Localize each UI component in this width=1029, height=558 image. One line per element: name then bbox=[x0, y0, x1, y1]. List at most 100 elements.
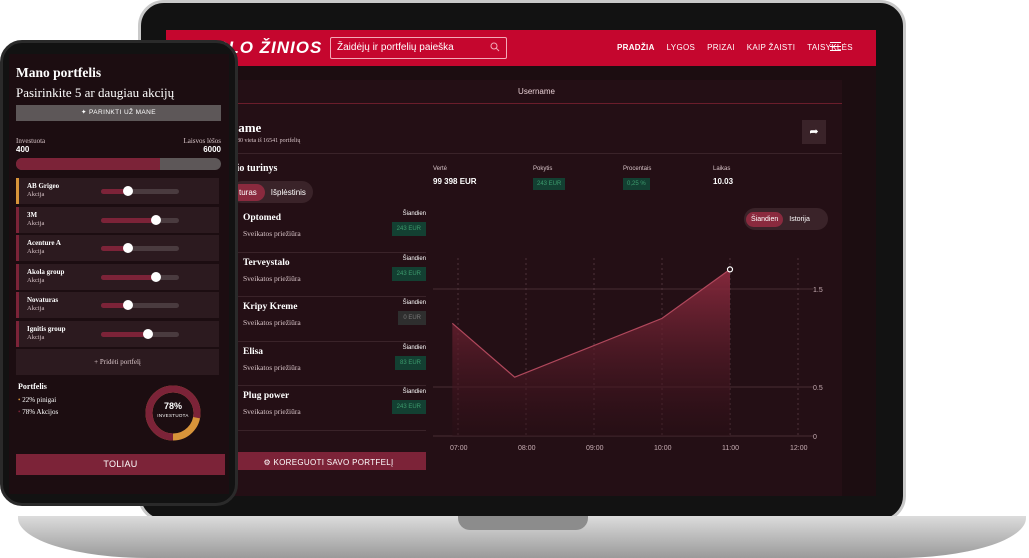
stat-pill: 0,25 % bbox=[623, 178, 650, 190]
nav-link-home[interactable]: PRADŽIA bbox=[617, 43, 655, 52]
stock-slider-handle[interactable] bbox=[123, 186, 133, 196]
pick-for-me-button[interactable]: ✦ PARINKTI UŽ MANE bbox=[16, 105, 221, 121]
stock-name: Novaturas bbox=[27, 296, 59, 305]
holding-row[interactable]: Optomed Sveikatos priežiūra Šiandien 243 EU… bbox=[231, 208, 426, 253]
username: name bbox=[231, 120, 262, 135]
nav-links: PRADŽIA LYGOS PRIZAI KAIP ŽAISTI TAISYKL… bbox=[617, 43, 853, 52]
holding-sector: Sveikatos priežiūra bbox=[243, 362, 301, 372]
stock-item: AB Grigeo Akcija bbox=[16, 178, 219, 204]
stat-label: Pokytis bbox=[533, 166, 553, 172]
share-button[interactable]: ➦ bbox=[802, 120, 826, 144]
x-tick-label: 09:00 bbox=[586, 445, 604, 452]
nav-link-rules[interactable]: TAISYKLĖS bbox=[807, 43, 853, 52]
holding-value: 243 EUR bbox=[391, 266, 426, 281]
holding-row[interactable]: Elisa Sveikatos priežiūra Šiandien 83 EUR bbox=[231, 342, 426, 386]
toggle-basic[interactable]: turas bbox=[231, 183, 265, 201]
chart-toggle-today[interactable]: Šiandien bbox=[746, 211, 784, 227]
stock-name: Acenture A bbox=[27, 239, 61, 248]
site-logo[interactable]: SLO ŽINIOS bbox=[216, 38, 323, 57]
divider bbox=[231, 153, 842, 154]
invested-value: 400 bbox=[16, 145, 30, 154]
stock-slider-fill bbox=[101, 246, 128, 252]
stat-number: 99 398 EUR bbox=[433, 177, 477, 186]
stock-slider-handle[interactable] bbox=[123, 243, 133, 254]
legend-cash-label: 22% pinigai bbox=[22, 396, 57, 404]
gear-icon: ⚙ bbox=[263, 458, 274, 467]
nav-link-leagues[interactable]: LYGOS bbox=[666, 43, 696, 52]
x-tick-label: 07:00 bbox=[450, 445, 468, 452]
stock-item: 3M Akcija bbox=[16, 206, 219, 233]
stock-slider-handle[interactable] bbox=[123, 300, 133, 311]
stock-slider[interactable] bbox=[101, 214, 179, 225]
holding-name: Optomed bbox=[243, 213, 281, 223]
data-point[interactable] bbox=[726, 266, 734, 273]
view-toggle: turas Išplėstinis bbox=[231, 181, 313, 203]
legend-stocks-label: 78% Akcijos bbox=[22, 408, 59, 416]
phone-subtitle: Pasirinkite 5 ar daugiau akcijų bbox=[16, 85, 175, 100]
top-nav: SLO ŽINIOS Žaidėjų ir portfelių paieška … bbox=[166, 30, 876, 66]
nav-link-prizes[interactable]: PRIZAI bbox=[707, 43, 735, 52]
stock-slider-handle[interactable] bbox=[143, 329, 153, 339]
pick-for-me-label: PARINKTI UŽ MANE bbox=[89, 109, 156, 116]
laptop-notch bbox=[458, 516, 588, 530]
stock-slider-handle[interactable] bbox=[151, 214, 161, 225]
legend-cash: • 22% pinigai bbox=[18, 396, 57, 404]
stock-slider-fill bbox=[101, 332, 148, 337]
edit-portfolio-label: KOREGUOTI SAVO PORTFELĮ bbox=[273, 458, 394, 467]
free-funds-value: 6000 bbox=[203, 145, 221, 154]
x-tick-label: 11:00 bbox=[722, 445, 739, 452]
stock-type: Akcija bbox=[27, 334, 45, 341]
holding-day: Šiandien bbox=[402, 344, 426, 351]
donut-chart bbox=[145, 385, 201, 441]
stock-name: AB Grigeo bbox=[27, 182, 60, 190]
desktop-screen: SLO ŽINIOS Žaidėjų ir portfelių paieška … bbox=[166, 30, 876, 496]
search-placeholder: Žaidėjų ir portfelių paieška bbox=[337, 42, 454, 53]
holding-name: Terveystalo bbox=[243, 257, 290, 268]
stock-slider[interactable] bbox=[101, 186, 179, 196]
magic-icon: ✦ bbox=[80, 109, 90, 116]
y-tick-label: 1.5 bbox=[813, 287, 823, 294]
holding-row[interactable]: Kripy Kreme Sveikatos priežiūra Šiandien 0 … bbox=[231, 297, 426, 342]
profile-panel: Username name 1080 vieta iš 16541 portfe… bbox=[231, 80, 842, 490]
search-input[interactable]: Žaidėjų ir portfelių paieška bbox=[330, 37, 507, 59]
holding-sector: Sveikatos priežiūra bbox=[243, 318, 301, 327]
phone-title: Mano portfelis bbox=[16, 65, 102, 80]
next-button[interactable]: TOLIAU bbox=[16, 454, 225, 475]
legend-stocks: • 78% Akcijos bbox=[18, 408, 59, 416]
holding-sector: Sveikatos priežiūra bbox=[243, 407, 301, 416]
holding-name: Kripy Kreme bbox=[243, 302, 298, 312]
stock-type: Akcija bbox=[27, 191, 45, 198]
stat-percent: Procentais 0,25 % bbox=[623, 166, 651, 190]
chart-toggle-history[interactable]: Istorija bbox=[789, 215, 810, 223]
stat-change: Pokytis 243 EUR bbox=[533, 166, 566, 190]
area-fill bbox=[452, 269, 730, 436]
toggle-advanced[interactable]: Išplėstinis bbox=[270, 187, 306, 197]
stock-slider[interactable] bbox=[101, 271, 179, 282]
stock-slider-fill bbox=[101, 189, 128, 194]
donut-percent: 78% bbox=[163, 401, 182, 411]
edit-portfolio-button[interactable]: ⚙ KOREGUOTI SAVO PORTFELĮ bbox=[231, 452, 426, 474]
stat-time: Laikas 10.03 bbox=[713, 166, 733, 186]
stock-slider-handle[interactable] bbox=[151, 271, 161, 282]
holding-day: Šiandien bbox=[402, 389, 426, 395]
stock-slider[interactable] bbox=[101, 300, 179, 311]
x-tick-label: 08:00 bbox=[518, 445, 536, 452]
nav-link-how-to-play[interactable]: KAIP ŽAISTI bbox=[746, 43, 796, 52]
stat-pill: 243 EUR bbox=[533, 178, 566, 190]
holding-row[interactable]: Plug power Sveikatos priežiūra Šiandien 243… bbox=[231, 386, 426, 431]
share-icon: ➦ bbox=[809, 126, 819, 138]
stock-slider-fill bbox=[101, 217, 156, 223]
stock-slider[interactable] bbox=[101, 243, 179, 254]
holding-row[interactable]: Terveystalo Sveikatos priežiūra Šiandien 24… bbox=[231, 253, 426, 297]
stock-name: Ignitis group bbox=[27, 325, 66, 333]
value-chart: 07:00 08:00 09:00 10:00 11:00 12:00 1.5 0.5 0 bbox=[433, 258, 823, 452]
free-funds-label: Laisvos lėšos bbox=[183, 137, 221, 145]
panel-title: Username bbox=[231, 80, 842, 104]
stock-slider[interactable] bbox=[101, 329, 179, 339]
add-portfolio-button[interactable]: + Pridėti portfelį bbox=[16, 349, 219, 375]
menu-icon[interactable] bbox=[830, 42, 841, 51]
series-line bbox=[451, 268, 731, 378]
stock-item: Acenture A Akcija bbox=[16, 235, 219, 262]
stat-label: Procentais bbox=[623, 166, 652, 172]
invested-label: Investuota bbox=[16, 137, 46, 145]
